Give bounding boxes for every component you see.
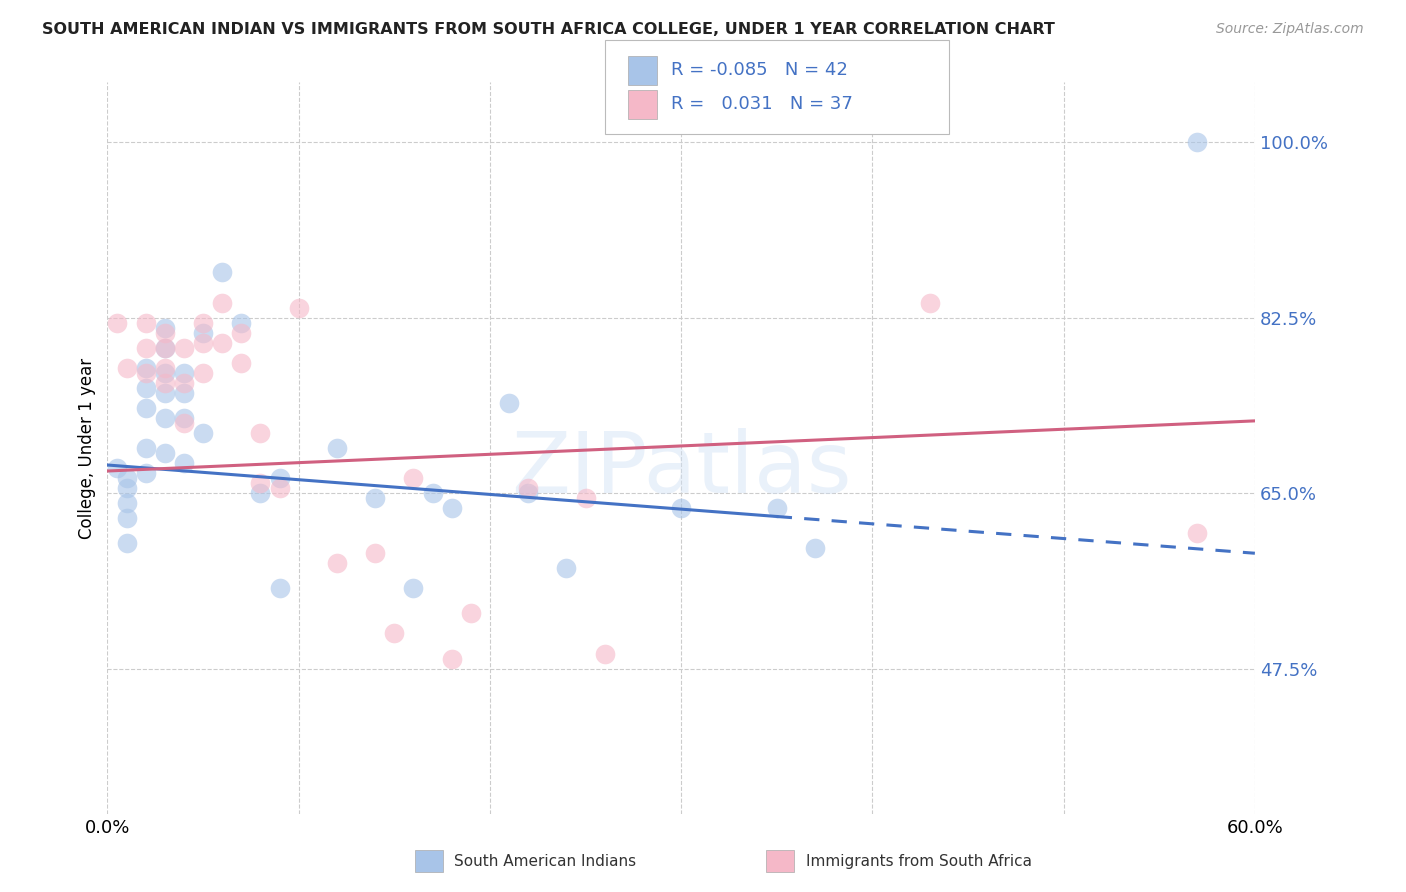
Point — [326, 441, 349, 455]
Point — [364, 546, 387, 560]
Point — [402, 582, 425, 596]
Point — [402, 471, 425, 485]
Point — [135, 381, 157, 395]
Text: Immigrants from South Africa: Immigrants from South Africa — [806, 855, 1032, 869]
Point — [231, 326, 253, 340]
Point — [517, 481, 540, 495]
Point — [231, 356, 253, 370]
Point — [115, 536, 138, 550]
Point — [173, 385, 195, 400]
Point — [269, 471, 291, 485]
Y-axis label: College, Under 1 year: College, Under 1 year — [79, 358, 96, 539]
Point — [135, 341, 157, 355]
Point — [422, 486, 444, 500]
Point — [249, 486, 271, 500]
Point — [1187, 135, 1209, 149]
Point — [211, 295, 233, 310]
Text: Source: ZipAtlas.com: Source: ZipAtlas.com — [1216, 22, 1364, 37]
Point — [115, 360, 138, 375]
Point — [231, 316, 253, 330]
Text: R = -0.085   N = 42: R = -0.085 N = 42 — [671, 62, 848, 79]
Text: R =   0.031   N = 37: R = 0.031 N = 37 — [671, 95, 852, 113]
Point — [191, 366, 214, 380]
Point — [153, 360, 176, 375]
Point — [765, 501, 787, 516]
Point — [1187, 526, 1209, 541]
Point — [153, 410, 176, 425]
Point — [211, 265, 233, 279]
Point — [593, 647, 616, 661]
Point — [105, 461, 128, 475]
Point — [115, 471, 138, 485]
Point — [153, 376, 176, 390]
Point — [440, 651, 463, 665]
Point — [135, 401, 157, 415]
Point — [249, 476, 271, 491]
Point — [115, 511, 138, 525]
Point — [269, 582, 291, 596]
Point — [211, 335, 233, 350]
Point — [191, 335, 214, 350]
Text: South American Indians: South American Indians — [454, 855, 637, 869]
Point — [135, 366, 157, 380]
Point — [269, 481, 291, 495]
Point — [153, 341, 176, 355]
Point — [135, 316, 157, 330]
Point — [364, 491, 387, 505]
Point — [804, 541, 827, 556]
Point — [191, 425, 214, 440]
Point — [498, 396, 520, 410]
Point — [574, 491, 596, 505]
Point — [173, 410, 195, 425]
Point — [153, 366, 176, 380]
Point — [153, 341, 176, 355]
Point — [115, 496, 138, 510]
Point — [173, 366, 195, 380]
Point — [460, 607, 482, 621]
Point — [191, 316, 214, 330]
Point — [105, 316, 128, 330]
Point — [382, 626, 405, 640]
Point — [135, 360, 157, 375]
Point — [669, 501, 692, 516]
Point — [173, 456, 195, 470]
Point — [135, 466, 157, 480]
Point — [191, 326, 214, 340]
Point — [517, 486, 540, 500]
Point — [555, 561, 578, 575]
Point — [287, 301, 309, 315]
Text: SOUTH AMERICAN INDIAN VS IMMIGRANTS FROM SOUTH AFRICA COLLEGE, UNDER 1 YEAR CORR: SOUTH AMERICAN INDIAN VS IMMIGRANTS FROM… — [42, 22, 1054, 37]
Point — [153, 326, 176, 340]
Point — [440, 501, 463, 516]
Point — [173, 416, 195, 430]
Point — [153, 320, 176, 334]
Point — [153, 385, 176, 400]
Point — [326, 556, 349, 570]
Text: ZIPatlas: ZIPatlas — [510, 428, 852, 511]
Point — [173, 376, 195, 390]
Point — [173, 341, 195, 355]
Point — [249, 425, 271, 440]
Point — [115, 481, 138, 495]
Point — [153, 446, 176, 460]
Point — [135, 441, 157, 455]
Point — [918, 295, 941, 310]
